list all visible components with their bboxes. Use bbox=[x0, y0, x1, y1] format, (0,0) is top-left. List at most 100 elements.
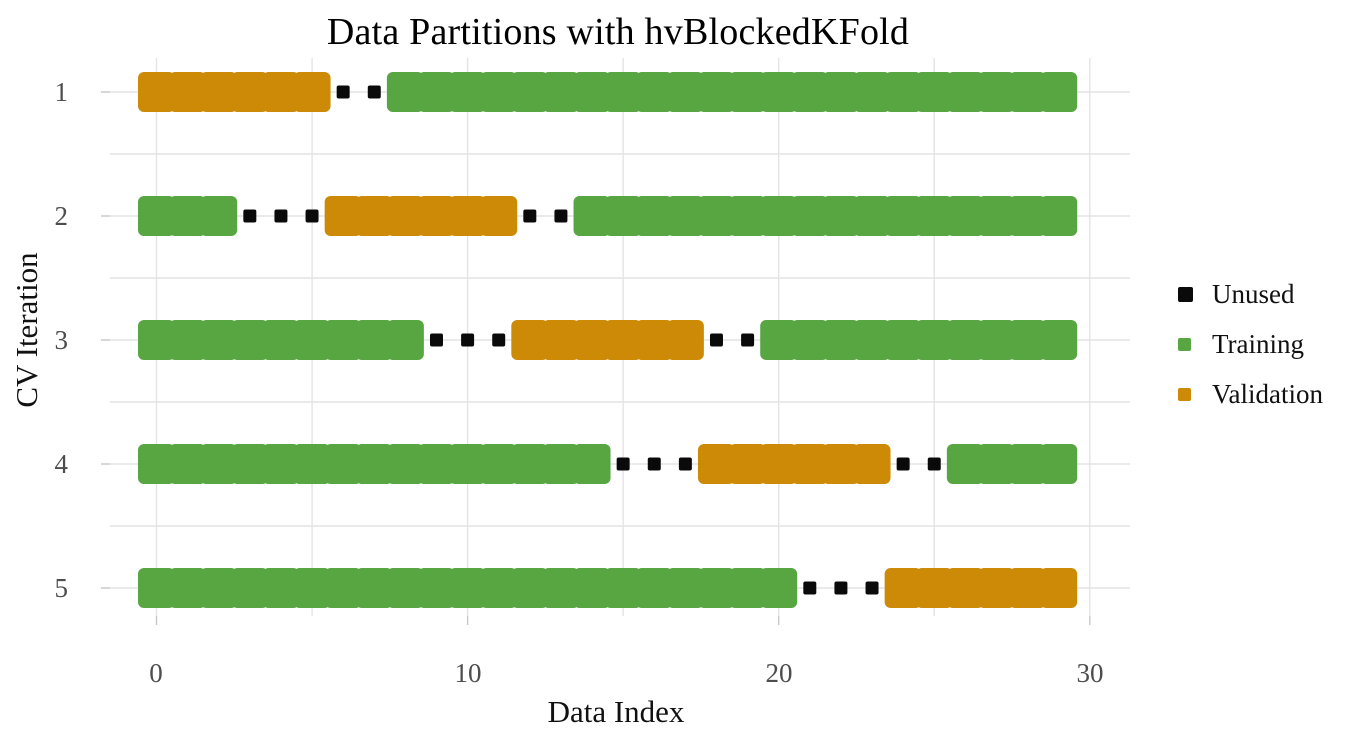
unused-point-marker bbox=[709, 333, 723, 347]
x-tick-label-20: 20 bbox=[765, 658, 793, 688]
validation-point-marker bbox=[231, 72, 269, 112]
training-point-marker bbox=[666, 72, 704, 112]
training-point-marker bbox=[138, 196, 175, 236]
unused-point-marker bbox=[243, 209, 257, 223]
training-point-marker bbox=[915, 196, 953, 236]
validation-point-marker bbox=[511, 320, 549, 360]
chart-title: Data Partitions with hvBlockedKFold bbox=[326, 11, 910, 53]
validation-point-marker bbox=[293, 72, 331, 112]
x-tick-label-30: 30 bbox=[1076, 658, 1104, 688]
y-tick-label-5: 5 bbox=[54, 573, 69, 603]
training-point-marker bbox=[417, 444, 455, 484]
training-point-marker bbox=[729, 196, 767, 236]
validation-point-marker bbox=[200, 72, 238, 112]
training-point-marker bbox=[262, 568, 300, 608]
validation-point-marker bbox=[915, 568, 953, 608]
validation-swatch-icon bbox=[1178, 387, 1191, 401]
training-point-marker bbox=[231, 444, 269, 484]
unused-point-marker bbox=[803, 581, 817, 595]
training-point-marker bbox=[573, 196, 611, 236]
training-point-marker bbox=[697, 72, 735, 112]
training-point-marker bbox=[231, 568, 269, 608]
training-point-marker bbox=[791, 320, 829, 360]
training-point-marker bbox=[355, 320, 393, 360]
unused-point-marker bbox=[523, 209, 537, 223]
unused-point-marker bbox=[647, 457, 661, 471]
training-point-marker bbox=[946, 196, 984, 236]
training-point-marker bbox=[666, 568, 704, 608]
validation-point-marker bbox=[1009, 568, 1047, 608]
training-point-marker bbox=[324, 320, 362, 360]
training-point-marker bbox=[511, 444, 549, 484]
training-point-marker bbox=[1009, 72, 1047, 112]
validation-point-marker bbox=[169, 72, 207, 112]
validation-point-marker bbox=[1040, 568, 1078, 608]
training-point-marker bbox=[760, 568, 798, 608]
training-point-marker bbox=[729, 568, 767, 608]
training-point-marker bbox=[542, 72, 580, 112]
legend-item-validation: Validation bbox=[1178, 378, 1323, 410]
unused-point-marker bbox=[336, 85, 350, 99]
unused-point-marker bbox=[305, 209, 319, 223]
validation-point-marker bbox=[760, 444, 798, 484]
training-point-marker bbox=[355, 568, 393, 608]
unused-point-marker bbox=[554, 209, 568, 223]
training-point-marker bbox=[977, 320, 1015, 360]
training-point-marker bbox=[946, 320, 984, 360]
training-point-marker bbox=[760, 320, 798, 360]
training-point-marker bbox=[946, 444, 984, 484]
training-point-marker bbox=[480, 72, 518, 112]
training-point-marker bbox=[822, 320, 860, 360]
training-point-marker bbox=[822, 196, 860, 236]
validation-point-marker bbox=[884, 568, 922, 608]
training-point-marker bbox=[200, 320, 238, 360]
training-point-marker bbox=[449, 444, 487, 484]
unused-point-marker bbox=[896, 457, 910, 471]
training-point-marker bbox=[1009, 444, 1047, 484]
unused-swatch-icon bbox=[1178, 286, 1193, 302]
training-point-marker bbox=[417, 568, 455, 608]
validation-point-marker bbox=[324, 196, 362, 236]
training-point-marker bbox=[355, 444, 393, 484]
y-tick-label-1: 1 bbox=[54, 77, 69, 107]
validation-point-marker bbox=[946, 568, 984, 608]
training-point-marker bbox=[760, 196, 798, 236]
legend-label-unused: Unused bbox=[1212, 278, 1295, 309]
training-point-marker bbox=[1009, 320, 1047, 360]
training-point-marker bbox=[200, 568, 238, 608]
training-point-marker bbox=[542, 568, 580, 608]
x-tick-label-10: 10 bbox=[454, 658, 482, 688]
training-point-marker bbox=[884, 72, 922, 112]
training-point-marker bbox=[1040, 72, 1078, 112]
training-point-marker bbox=[791, 196, 829, 236]
training-point-marker bbox=[697, 196, 735, 236]
validation-point-marker bbox=[635, 320, 673, 360]
validation-point-marker bbox=[542, 320, 580, 360]
training-point-marker bbox=[853, 196, 891, 236]
unused-point-marker bbox=[741, 333, 755, 347]
training-point-marker bbox=[386, 444, 424, 484]
y-tick-label-2: 2 bbox=[54, 201, 69, 231]
training-point-marker bbox=[884, 320, 922, 360]
unused-point-marker bbox=[461, 333, 475, 347]
training-point-marker bbox=[573, 444, 611, 484]
training-point-marker bbox=[449, 72, 487, 112]
training-point-marker bbox=[697, 568, 735, 608]
training-point-marker bbox=[293, 444, 331, 484]
training-point-marker bbox=[200, 196, 238, 236]
validation-point-marker bbox=[138, 72, 175, 112]
legend-item-unused: Unused bbox=[1178, 278, 1323, 310]
validation-point-marker bbox=[604, 320, 642, 360]
training-point-marker bbox=[511, 568, 549, 608]
training-point-marker bbox=[1040, 196, 1078, 236]
unused-point-marker bbox=[429, 333, 443, 347]
training-point-marker bbox=[138, 320, 175, 360]
training-point-marker bbox=[573, 72, 611, 112]
unused-point-marker bbox=[678, 457, 692, 471]
unused-point-marker bbox=[492, 333, 506, 347]
training-point-marker bbox=[293, 320, 331, 360]
validation-point-marker bbox=[697, 444, 735, 484]
training-point-marker bbox=[822, 72, 860, 112]
